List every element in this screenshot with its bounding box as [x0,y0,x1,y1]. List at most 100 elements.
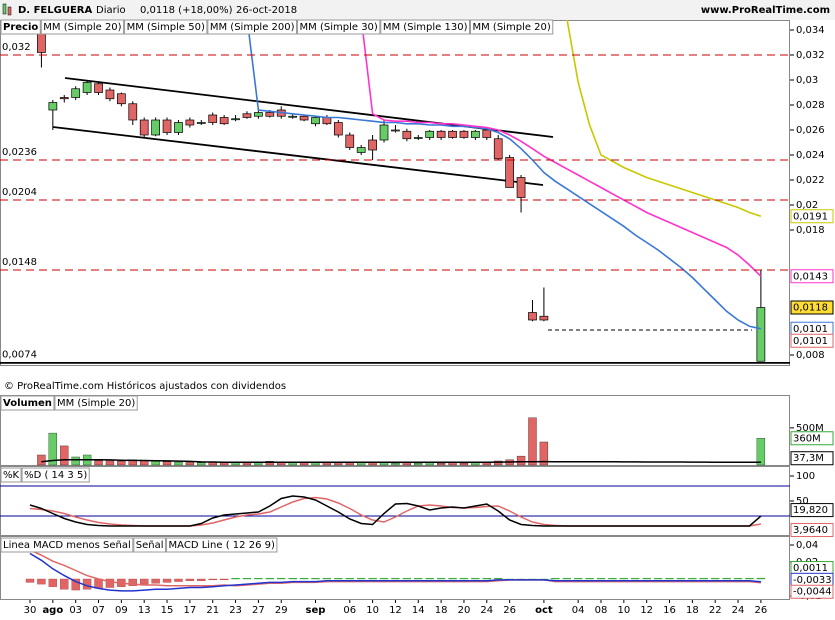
volume-bar [37,454,46,466]
value-box-label: -0,0033 [793,575,832,586]
histogram-bar [573,577,583,580]
histogram-bar [48,578,58,587]
x-tick-label: 16 [663,605,676,616]
candle-body [231,118,240,121]
volume-bar [185,462,195,466]
plot-area [37,417,766,466]
logo [2,3,7,15]
histogram-bar [254,577,263,580]
line [566,20,762,218]
candle-body [208,114,218,123]
value-box-label: 0,0011 [793,563,828,574]
legend-entry: %K [3,470,20,481]
histogram-bar [665,577,674,580]
candle-body [333,122,343,136]
histogram-bar [425,577,434,580]
volume-bar [357,462,366,466]
legend-entry: Volumen [3,398,52,409]
level-label: 0,0236 [2,147,37,158]
volume-bar [414,462,423,466]
level-label: 0,032 [2,42,31,53]
volume-bar [197,462,206,466]
x-tick-label: 09 [115,605,128,616]
histogram-bar [265,577,275,580]
volume-panel [0,395,790,466]
candle-body [117,93,126,105]
candle-body [151,119,160,136]
candle-body [493,138,503,160]
legend-box [0,395,55,411]
x-tick-label: 13 [138,605,151,616]
legend-box [0,537,134,553]
histogram-bar [414,577,423,580]
histogram-bar [334,577,343,580]
level-label: 0,0204 [2,187,37,198]
value-box [790,269,834,284]
histogram-bar [60,578,69,590]
histogram-bar [676,577,686,580]
volume-bar [436,462,446,466]
histogram-bar [345,577,354,580]
x-tick-label: 04 [572,605,585,616]
candle-body [265,112,275,117]
histogram-bar [277,577,286,580]
volume-bar [265,461,274,466]
histogram-bar [368,577,377,580]
candle-body [311,117,320,125]
x-tick-label: 07 [92,605,105,616]
legend-box [21,467,90,483]
value-box [790,431,834,446]
y-tick-label: 0,028 [796,100,825,111]
histogram-bar [128,578,137,587]
value-box [790,333,834,348]
x-tick-label: 24 [480,605,493,616]
histogram-bar [653,577,663,580]
value-box-label: 3,9640 [793,525,828,536]
volume-bar [71,456,80,466]
value-box-label: -0,0044 [793,587,832,598]
x-tick-label: 20 [458,605,471,616]
candle-body [322,117,332,125]
volume-bar [322,462,332,466]
volume-bar [174,461,183,466]
value-box-label: 0,0143 [793,271,828,282]
legend-box [133,537,167,553]
y-tick-label: 0,008 [796,350,825,361]
x-tick-label: 30 [24,605,37,616]
volume-bar [60,445,69,466]
histogram-bar [688,577,697,580]
histogram-bar [219,578,229,581]
legend-box [0,467,22,483]
candle-body [345,134,355,148]
volume-bar [539,441,549,466]
top-bar [0,0,835,20]
instrument: D. FELGUERA [18,5,92,16]
value-box [790,503,834,518]
volume-bar [151,461,160,466]
volume-bar [756,438,766,466]
candle-body [391,129,400,132]
y-tick-label: 50 [796,496,809,507]
volume-bar [459,462,469,466]
histogram-bar [482,577,491,580]
legend-entry: MM (Simple 20) [43,22,121,33]
line [29,552,761,592]
volume-bar [231,462,240,466]
legend-entry: %D ( 14 3 5) [24,470,87,481]
candle-body [482,129,492,138]
histogram-bar [745,577,754,580]
candle-body [196,122,206,124]
x-tick-label: 18 [435,605,448,616]
histogram-bar [197,578,206,581]
volume-bar [48,432,57,466]
source: www.ProRealTime.com [701,5,830,16]
histogram-bar [459,577,469,580]
volume-bar [482,462,491,466]
histogram-bar [756,577,766,580]
y-tick-label: 0,026 [796,125,825,136]
x-tick-label: ago [42,605,63,616]
histogram-bar [448,577,457,580]
x-tick-label: 12 [640,605,653,616]
value-box [790,451,834,466]
candle-body [756,307,766,362]
